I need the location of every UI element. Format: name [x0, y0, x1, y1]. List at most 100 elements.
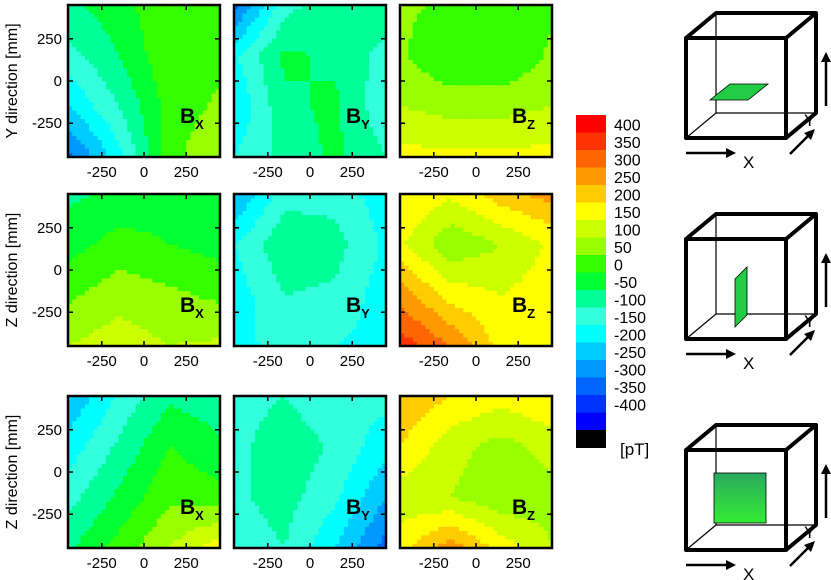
heatmap-cell	[339, 21, 345, 27]
heatmap-cell	[301, 68, 307, 73]
heatmap-cell	[194, 244, 200, 250]
heatmap-cell	[446, 114, 452, 120]
heatmap-cell	[234, 21, 239, 27]
heatmap-cell	[373, 110, 378, 116]
heatmap-cell	[190, 236, 196, 241]
heatmap-cell	[84, 198, 90, 203]
heatmap-cell	[160, 81, 166, 86]
heatmap-cell	[416, 135, 422, 141]
heatmap-cell	[522, 152, 528, 158]
heatmap-cell	[272, 9, 277, 14]
heatmap-cell	[459, 102, 464, 107]
heatmap-cell	[429, 34, 435, 40]
heatmap-cell	[127, 282, 132, 288]
heatmap-cell	[110, 274, 115, 279]
heatmap-cell	[211, 140, 217, 145]
heatmap-cell	[182, 202, 187, 208]
heatmap-cell	[194, 119, 200, 124]
heatmap-cell	[259, 127, 264, 133]
heatmap-cell	[127, 110, 132, 116]
heatmap-cell	[335, 47, 340, 52]
heatmap-cell	[203, 59, 208, 65]
heatmap-cell	[68, 261, 73, 267]
heatmap-cell	[284, 21, 290, 27]
heatmap-cell	[106, 257, 111, 262]
heatmap-cell	[80, 119, 86, 124]
heatmap-cell	[480, 123, 485, 128]
heatmap-cell	[331, 85, 336, 90]
heatmap-cell	[135, 253, 141, 258]
heatmap-cell	[177, 59, 183, 65]
heatmap-cell	[148, 219, 153, 224]
heatmap-cell	[442, 152, 447, 158]
heatmap-cell	[215, 261, 221, 267]
heatmap-cell	[101, 85, 107, 90]
heatmap-cell	[463, 30, 468, 35]
heatmap-cell	[381, 148, 387, 154]
heatmap-cell	[373, 30, 378, 35]
heatmap-cell	[539, 13, 544, 19]
heatmap-cell	[234, 148, 239, 154]
heatmap-cell	[169, 114, 174, 120]
heatmap-cell	[501, 72, 506, 78]
heatmap-cell	[530, 64, 536, 69]
heatmap-cell	[93, 257, 98, 262]
heatmap-cell	[373, 76, 378, 82]
heatmap-cell	[530, 38, 536, 44]
heatmap-cell	[215, 248, 221, 254]
heatmap-cell	[110, 17, 115, 23]
heatmap-cell	[530, 72, 536, 78]
heatmap-cell	[400, 68, 405, 73]
heatmap-cell	[122, 38, 128, 44]
heatmap-cell	[322, 17, 328, 23]
heatmap-cell	[93, 215, 98, 220]
heatmap-cell	[118, 240, 124, 246]
heatmap-cell	[505, 119, 511, 124]
heatmap-cell	[238, 123, 243, 128]
heatmap-cell	[93, 123, 98, 128]
heatmap-cell	[182, 308, 187, 313]
heatmap-cell	[118, 223, 124, 229]
heatmap-cell	[250, 51, 256, 57]
heatmap-cell	[246, 17, 252, 23]
heatmap-cell	[110, 291, 115, 296]
heatmap-cell	[429, 17, 435, 23]
heatmap-cell	[148, 202, 153, 208]
heatmap-cell	[404, 47, 409, 52]
heatmap-cell	[114, 110, 120, 116]
heatmap-cell	[288, 102, 294, 107]
heatmap-cell	[127, 26, 132, 31]
heatmap-cell	[535, 152, 540, 158]
heatmap-cell	[84, 140, 90, 145]
heatmap-cell	[76, 227, 82, 233]
heatmap-cell	[497, 9, 502, 14]
heatmap-cell	[326, 51, 332, 57]
heatmap-cell	[182, 265, 187, 271]
heatmap-cell	[438, 102, 443, 107]
heatmap-cell	[89, 240, 94, 246]
heatmap-cell	[131, 38, 136, 44]
heatmap-cell	[131, 106, 136, 111]
heatmap-cell	[144, 123, 149, 128]
heatmap-cell	[492, 81, 498, 86]
heatmap-cell	[400, 135, 405, 141]
heatmap-cell	[267, 102, 273, 107]
heatmap-cell	[356, 97, 362, 103]
heatmap-cell	[106, 93, 111, 99]
heatmap-cell	[267, 148, 273, 154]
heatmap-cell	[467, 89, 473, 95]
heatmap-cell	[467, 34, 473, 40]
heatmap-cell	[118, 282, 124, 288]
heatmap-cell	[381, 127, 387, 133]
heatmap-cell	[114, 202, 120, 208]
heatmap-cell	[186, 68, 191, 73]
heatmap-cell	[215, 286, 221, 292]
heatmap-cell	[467, 30, 473, 35]
heatmap-cell	[198, 93, 204, 99]
heatmap-cell	[152, 21, 158, 27]
heatmap-cell	[135, 286, 141, 292]
heatmap-cell	[314, 97, 319, 103]
heatmap-cell	[72, 72, 77, 78]
heatmap-cell	[72, 144, 77, 149]
heatmap-cell	[416, 127, 422, 133]
